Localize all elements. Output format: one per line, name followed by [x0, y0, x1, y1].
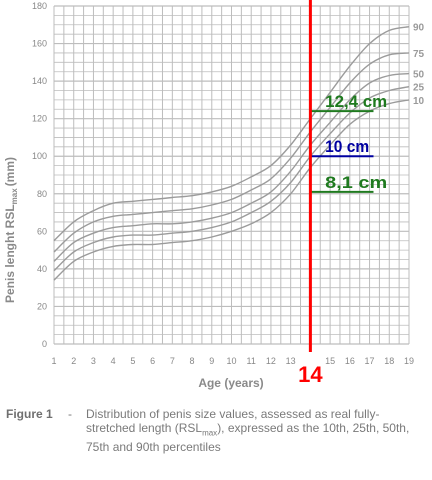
y-tick-label: 160	[32, 39, 47, 49]
x-tick-label: 2	[71, 356, 76, 366]
y-tick-label: 140	[32, 76, 47, 86]
x-tick-label: 1	[51, 356, 56, 366]
x-tick-label: 17	[365, 356, 375, 366]
x-tick-label: 4	[111, 356, 116, 366]
percentile-curve-25	[53, 86, 410, 272]
y-tick-label: 40	[37, 264, 47, 274]
age-marker: 14	[298, 0, 323, 387]
caption-separator: -	[68, 407, 72, 421]
caption-text: Distribution of penis size values, asses…	[86, 407, 410, 455]
x-axis-title: Age (years)	[198, 376, 263, 390]
annotations: 12,4 cm 10 cm 8,1 cm	[310, 92, 387, 193]
y-tick-label: 180	[32, 1, 47, 11]
y-tick-label: 0	[42, 339, 47, 349]
x-tick-label: 6	[150, 356, 155, 366]
y-tick-label: 100	[32, 151, 47, 161]
percentile-curve-90	[53, 26, 410, 242]
y-tick-label: 20	[37, 301, 47, 311]
x-tick-label: 13	[286, 356, 296, 366]
x-tick-label: 7	[170, 356, 175, 366]
x-tick-label: 8	[190, 356, 195, 366]
caption-label: Figure 1	[6, 407, 53, 421]
age-marker-label: 14	[298, 362, 323, 387]
annotation-label: 8,1 cm	[325, 173, 387, 192]
y-tick-label: 120	[32, 114, 47, 124]
x-tick-label: 9	[209, 356, 214, 366]
x-tick-label: 5	[130, 356, 135, 366]
y-axis-title: Penis lenght RSLmax(mm)	[3, 157, 19, 303]
annotation-label: 10 cm	[325, 137, 369, 156]
annotation-label: 12,4 cm	[325, 92, 387, 111]
y-tick-label: 80	[37, 189, 47, 199]
x-tick-label: 15	[325, 356, 335, 366]
percentile-curve-75	[53, 52, 410, 253]
x-tick-label: 11	[247, 356, 256, 366]
x-tick-label: 16	[345, 356, 355, 366]
x-tick-label: 18	[384, 356, 394, 366]
chart-grid	[53, 5, 410, 345]
x-tick-label: 3	[91, 356, 96, 366]
percentile-curve-50	[53, 72, 410, 262]
x-tick-label: 19	[404, 356, 414, 366]
y-tick-label: 60	[37, 226, 47, 236]
percentile-label-10: 10	[413, 96, 425, 107]
percentile-label-75: 75	[413, 49, 425, 60]
percentile-label-25: 25	[413, 83, 425, 94]
percentile-curve-10	[53, 99, 410, 281]
figure-caption: Figure 1 - Distribution of penis size va…	[6, 407, 428, 467]
percentile-label-90: 90	[413, 23, 425, 34]
x-tick-label: 10	[226, 356, 236, 366]
percentile-curves: 90 75 50 25 10	[53, 23, 425, 281]
x-tick-label: 12	[266, 356, 276, 366]
percentile-label-50: 50	[413, 70, 425, 81]
